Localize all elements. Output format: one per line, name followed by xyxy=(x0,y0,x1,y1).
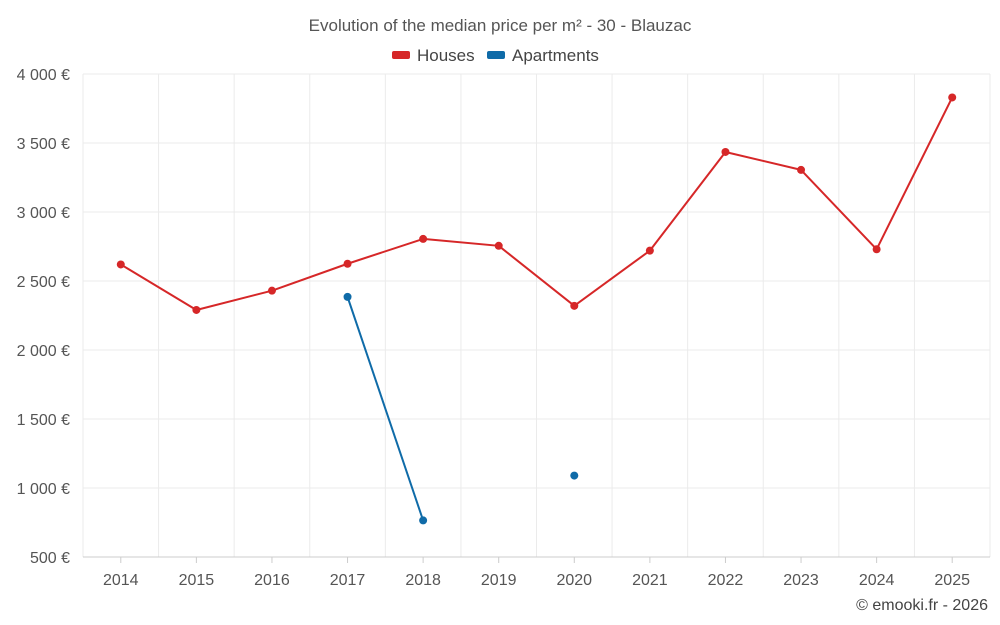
x-tick-label: 2014 xyxy=(103,572,139,589)
data-point-houses xyxy=(419,234,428,243)
data-point-houses xyxy=(116,260,125,269)
data-point-houses xyxy=(948,93,957,102)
x-tick-label: 2025 xyxy=(934,572,970,589)
x-tick-label: 2021 xyxy=(632,572,668,589)
data-point-houses xyxy=(267,286,276,295)
data-point-apartments xyxy=(570,471,579,480)
x-tick-label: 2024 xyxy=(859,572,895,589)
y-tick-label: 2 000 € xyxy=(17,343,70,360)
series-points xyxy=(116,93,957,525)
y-tick-label: 500 € xyxy=(30,550,70,567)
legend-label-houses: Houses xyxy=(417,46,475,65)
x-tick-label: 2015 xyxy=(179,572,215,589)
legend-item-apartments[interactable]: Apartments xyxy=(487,46,599,65)
x-tick-label: 2017 xyxy=(330,572,366,589)
x-tick-label: 2023 xyxy=(783,572,819,589)
grid xyxy=(82,73,991,557)
data-point-houses xyxy=(797,165,806,174)
series-line-houses xyxy=(120,97,954,311)
x-tick-label: 2019 xyxy=(481,572,517,589)
data-point-houses xyxy=(494,241,503,250)
data-point-houses xyxy=(721,147,730,156)
series-line-apartments xyxy=(346,296,425,521)
y-tick-label: 4 000 € xyxy=(17,67,70,84)
y-tick-label: 3 000 € xyxy=(17,205,70,222)
x-tick-label: 2020 xyxy=(556,572,592,589)
legend-swatch-houses xyxy=(392,51,410,59)
legend[interactable]: Houses Apartments xyxy=(392,46,599,65)
x-tick-label: 2016 xyxy=(254,572,290,589)
legend-item-houses[interactable]: Houses xyxy=(392,46,475,65)
data-point-houses xyxy=(645,246,654,255)
y-tick-label: 3 500 € xyxy=(17,136,70,153)
data-point-houses xyxy=(343,259,352,268)
legend-label-apartments: Apartments xyxy=(512,46,599,65)
x-axis: 2014 2015 2016 2017 2018 2019 2020 2021 2022 2023… xyxy=(83,556,990,589)
x-tick-label: 2022 xyxy=(708,572,744,589)
legend-swatch-apartments xyxy=(487,51,505,59)
data-point-houses xyxy=(872,245,881,254)
x-tick-label: 2018 xyxy=(405,572,441,589)
y-tick-label: 2 500 € xyxy=(17,274,70,291)
y-tick-label: 1 000 € xyxy=(17,481,70,498)
data-point-apartments xyxy=(343,292,352,301)
credit-text: © emooki.fr - 2026 xyxy=(856,597,988,614)
data-point-apartments xyxy=(419,516,428,525)
y-tick-label: 1 500 € xyxy=(17,412,70,429)
chart-title: Evolution of the median price per m² - 3… xyxy=(309,16,692,35)
series-lines xyxy=(120,97,954,521)
data-point-houses xyxy=(570,301,579,310)
data-point-houses xyxy=(192,305,201,314)
y-axis: 500 € 1 000 € 1 500 € 2 000 € 2 500 € 3 000 €… xyxy=(17,67,70,567)
